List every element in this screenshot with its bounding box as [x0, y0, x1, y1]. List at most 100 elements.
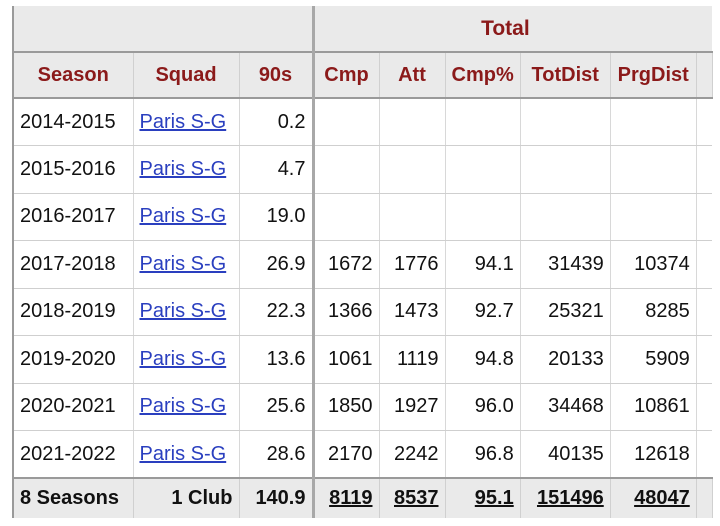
- col-header-edge: [696, 52, 713, 99]
- att-cell: 1776: [379, 240, 446, 289]
- table-row: 2021-2022 Paris S-G 28.6 2170 2242 96.8 40135 1…: [12, 430, 713, 479]
- col-header-totdist[interactable]: TotDist: [520, 52, 611, 99]
- att-cell: 2242: [379, 430, 446, 479]
- col-header-squad[interactable]: Squad: [133, 52, 240, 99]
- totals-edge: [696, 477, 713, 518]
- nineties-cell: 13.6: [239, 335, 315, 384]
- squad-cell[interactable]: Paris S-G: [133, 193, 240, 241]
- col-header-att[interactable]: Att: [379, 52, 446, 99]
- table-row: 2017-2018 Paris S-G 26.9 1672 1776 94.1 31439 1…: [12, 240, 713, 289]
- totals-row: 8 Seasons 1 Club 140.9 8119 8537 95.1 15…: [12, 477, 713, 518]
- totdist-cell: 20133: [520, 335, 611, 384]
- totals-totdist-value: 151496: [536, 487, 604, 509]
- group-header-blank-90s: [239, 6, 315, 53]
- totals-clubs: 1 Club: [133, 477, 240, 518]
- squad-link[interactable]: Paris S-G: [139, 395, 227, 418]
- cmp-pct-cell: 94.8: [445, 335, 521, 384]
- table-row: 2016-2017 Paris S-G 19.0: [12, 193, 713, 241]
- season-cell: 2018-2019: [12, 288, 134, 336]
- totals-prgdist: 48047: [610, 477, 697, 518]
- season-cell: 2014-2015: [12, 98, 134, 146]
- nineties-cell: 22.3: [239, 288, 315, 336]
- season-cell: 2019-2020: [12, 335, 134, 384]
- row-edge: [696, 240, 713, 289]
- cmp-cell: [313, 145, 380, 194]
- row-edge: [696, 145, 713, 194]
- row-edge: [696, 430, 713, 479]
- cmp-pct-cell: 96.0: [445, 383, 521, 431]
- column-header-row: Season Squad 90s Cmp Att Cmp% TotDist Pr…: [12, 52, 713, 99]
- col-header-cmp-pct[interactable]: Cmp%: [445, 52, 521, 99]
- totals-att: 8537: [379, 477, 446, 518]
- att-cell: [379, 98, 446, 146]
- totdist-cell: [520, 193, 611, 241]
- att-cell: 1473: [379, 288, 446, 336]
- season-cell: 2020-2021: [12, 383, 134, 431]
- group-header-total: Total: [313, 6, 697, 53]
- col-header-90s[interactable]: 90s: [239, 52, 315, 99]
- table-row: 2020-2021 Paris S-G 25.6 1850 1927 96.0 34468 1…: [12, 383, 713, 431]
- squad-cell[interactable]: Paris S-G: [133, 98, 240, 146]
- cmp-cell: 1672: [313, 240, 380, 289]
- squad-link[interactable]: Paris S-G: [139, 157, 227, 180]
- att-cell: [379, 145, 446, 194]
- totdist-cell: 25321: [520, 288, 611, 336]
- totals-cmp-pct: 95.1: [445, 477, 521, 518]
- col-header-prgdist[interactable]: PrgDist: [610, 52, 697, 99]
- cmp-pct-cell: 92.7: [445, 288, 521, 336]
- squad-link[interactable]: Paris S-G: [139, 205, 227, 228]
- att-cell: 1927: [379, 383, 446, 431]
- row-edge: [696, 288, 713, 336]
- squad-cell[interactable]: Paris S-G: [133, 335, 240, 384]
- squad-cell[interactable]: Paris S-G: [133, 383, 240, 431]
- att-cell: [379, 193, 446, 241]
- totdist-cell: [520, 145, 611, 194]
- squad-link[interactable]: Paris S-G: [139, 252, 227, 275]
- totals-90s: 140.9: [239, 477, 315, 518]
- cmp-pct-cell: [445, 98, 521, 146]
- stats-table: Total Season Squad 90s Cmp Att Cmp% TotD…: [12, 6, 713, 518]
- squad-link[interactable]: Paris S-G: [139, 300, 227, 323]
- totdist-cell: 34468: [520, 383, 611, 431]
- col-header-cmp[interactable]: Cmp: [313, 52, 380, 99]
- group-header-row: Total: [12, 6, 713, 53]
- totals-totdist: 151496: [520, 477, 611, 518]
- row-edge: [696, 98, 713, 146]
- table-row: 2018-2019 Paris S-G 22.3 1366 1473 92.7 25321 8…: [12, 288, 713, 336]
- totals-att-value: 8537: [394, 487, 439, 509]
- squad-link[interactable]: Paris S-G: [139, 110, 227, 133]
- prgdist-cell: 5909: [610, 335, 697, 384]
- season-cell: 2021-2022: [12, 430, 134, 479]
- prgdist-cell: 10374: [610, 240, 697, 289]
- totals-cmp-pct-value: 95.1: [474, 487, 514, 509]
- nineties-cell: 26.9: [239, 240, 315, 289]
- cmp-pct-cell: [445, 193, 521, 241]
- squad-cell[interactable]: Paris S-G: [133, 145, 240, 194]
- col-header-season[interactable]: Season: [12, 52, 134, 99]
- totals-cmp-value: 8119: [329, 487, 373, 509]
- cmp-cell: [313, 193, 380, 241]
- cmp-cell: 2170: [313, 430, 380, 479]
- cmp-pct-cell: 96.8: [445, 430, 521, 479]
- totals-seasons: 8 Seasons: [12, 477, 134, 518]
- table-row: 2014-2015 Paris S-G 0.2: [12, 98, 713, 146]
- prgdist-cell: 10861: [610, 383, 697, 431]
- group-header-edge: [696, 6, 713, 53]
- prgdist-cell: 12618: [610, 430, 697, 479]
- season-cell: 2017-2018: [12, 240, 134, 289]
- squad-link[interactable]: Paris S-G: [139, 347, 227, 370]
- totdist-cell: 31439: [520, 240, 611, 289]
- nineties-cell: 28.6: [239, 430, 315, 479]
- nineties-cell: 4.7: [239, 145, 315, 194]
- row-edge: [696, 383, 713, 431]
- prgdist-cell: 8285: [610, 288, 697, 336]
- nineties-cell: 0.2: [239, 98, 315, 146]
- squad-cell[interactable]: Paris S-G: [133, 240, 240, 289]
- table-row: 2015-2016 Paris S-G 4.7: [12, 145, 713, 194]
- squad-cell[interactable]: Paris S-G: [133, 430, 240, 479]
- table-row: 2019-2020 Paris S-G 13.6 1061 1119 94.8 20133 5…: [12, 335, 713, 384]
- squad-link[interactable]: Paris S-G: [139, 442, 227, 465]
- prgdist-cell: [610, 145, 697, 194]
- nineties-cell: 25.6: [239, 383, 315, 431]
- squad-cell[interactable]: Paris S-G: [133, 288, 240, 336]
